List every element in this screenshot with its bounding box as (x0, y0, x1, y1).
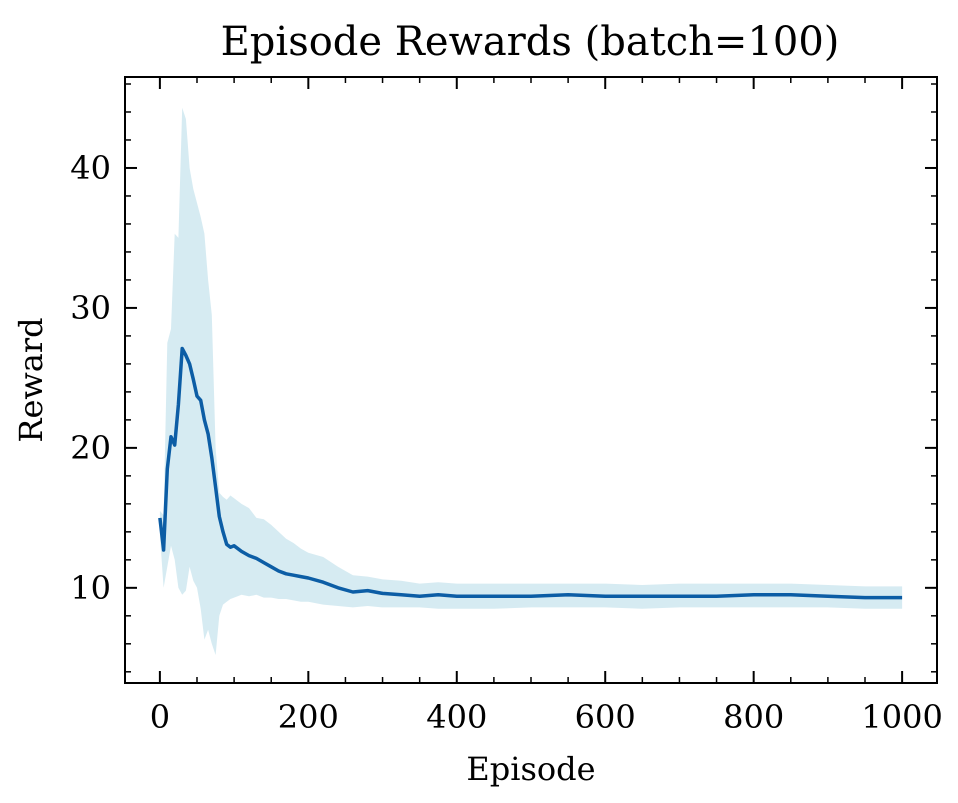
x-tick-label: 200 (278, 698, 339, 736)
y-tick-label: 30 (70, 289, 111, 327)
reward-line (158, 346, 903, 600)
x-axis-label: Episode (466, 750, 595, 788)
reward-band (159, 107, 903, 656)
x-tick-label: 800 (723, 698, 784, 736)
plot-area (158, 107, 903, 656)
y-tick-label: 10 (70, 569, 111, 607)
x-tick-label: 0 (150, 698, 170, 736)
y-tick-label: 20 (70, 429, 111, 467)
y-tick-labels: 10 20 30 40 (70, 149, 111, 607)
x-tick-label: 600 (575, 698, 636, 736)
x-tick-label: 400 (426, 698, 487, 736)
y-tick-label: 40 (70, 149, 111, 187)
x-tick-labels: 0 200 400 600 800 1000 (150, 698, 943, 736)
chart-title: Episode Rewards (batch=100) (221, 19, 840, 65)
y-axis-label: Reward (12, 317, 50, 442)
x-tick-label: 1000 (861, 698, 942, 736)
plot-frame (124, 76, 938, 684)
